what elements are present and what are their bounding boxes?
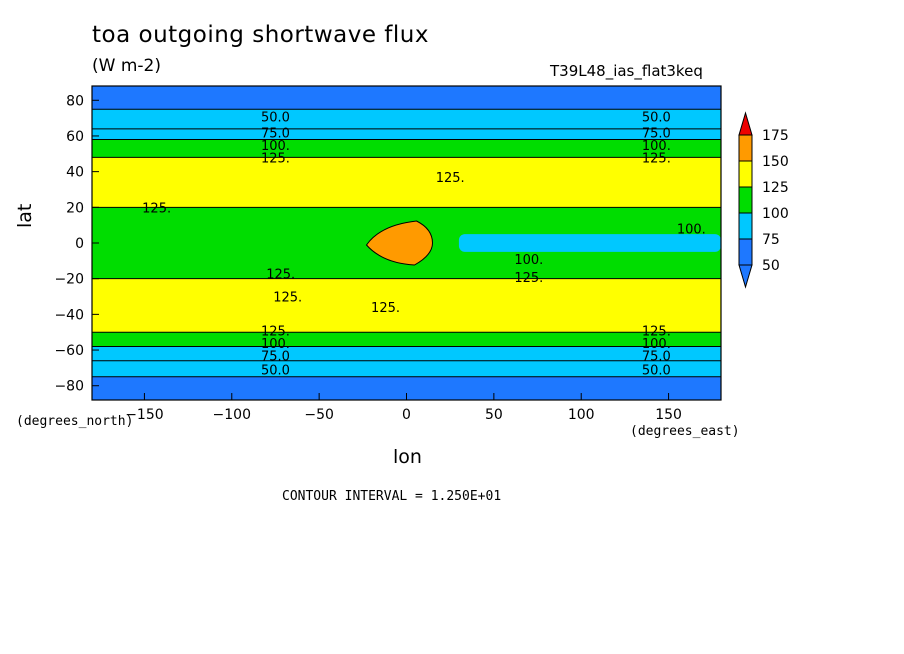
contour-label: 75.0 — [261, 349, 290, 364]
colorbar-segment — [738, 134, 753, 162]
y-tick-label: −40 — [54, 307, 84, 323]
band-8 — [92, 346, 721, 361]
contour-interval: CONTOUR INTERVAL = 1.250E+01 — [282, 489, 502, 504]
x-units-note: (degrees_north) — [16, 414, 134, 429]
colorbar-label: 175 — [762, 128, 789, 144]
contour-label: 100. — [514, 253, 543, 268]
band-0 — [92, 86, 721, 110]
y-tick-label: −80 — [54, 379, 84, 395]
colorbar-label: 150 — [762, 154, 789, 170]
contour-label: 50.0 — [261, 110, 290, 125]
contour-label: 100. — [261, 337, 290, 352]
contour-label: 125. — [142, 201, 171, 216]
colorbar-segment — [738, 238, 753, 266]
y-tick-label: 60 — [66, 129, 84, 145]
band-6 — [92, 278, 721, 333]
contour-label: 125. — [514, 271, 543, 286]
band-3 — [92, 139, 721, 158]
plot-contours — [92, 108, 721, 378]
contour-label: 125. — [642, 324, 671, 339]
x-axis: −150 −100 −50 0 50 100 150 — [125, 393, 682, 423]
x-tick-label: 50 — [485, 407, 503, 423]
band-7 — [92, 332, 721, 347]
contour-label: 125. — [261, 324, 290, 339]
contour-label: 75.0 — [261, 126, 290, 141]
y-axis: 80 60 40 20 0 −20 −40 −60 −80 — [54, 93, 99, 395]
y-tick-label: 20 — [66, 200, 84, 216]
colorbar-top-triangle — [738, 111, 753, 136]
contour-label: 125. — [436, 171, 465, 186]
colorbar-segment — [738, 160, 753, 188]
x-tick-label: −150 — [125, 407, 163, 423]
y-tick-label: 80 — [66, 93, 84, 109]
x-tick-label: −100 — [213, 407, 251, 423]
y-tick-label: −20 — [54, 272, 84, 288]
contour-label: 125. — [261, 151, 290, 166]
y-tick-label: 0 — [75, 236, 84, 252]
colorbar-label: 50 — [762, 258, 780, 274]
chart-title: toa outgoing shortwave flux — [92, 22, 429, 48]
colorbar-label: 100 — [762, 206, 789, 222]
band-1 — [92, 109, 721, 129]
contour-label: 100. — [642, 337, 671, 352]
plot-bands — [92, 86, 721, 400]
contour-labels: 50.075.0100.125.50.075.0100.125.125.125.… — [142, 110, 706, 378]
band-2 — [92, 128, 721, 140]
colorbar-segment — [738, 212, 753, 240]
y-axis-label: lat — [14, 203, 36, 228]
chart-units: (W m-2) — [92, 56, 161, 76]
colorbar-bottom-triangle — [738, 264, 753, 289]
contour-label: 125. — [273, 291, 302, 306]
colorbar-label: 75 — [762, 232, 780, 248]
high-region-1 — [365, 220, 434, 266]
low-region-2 — [458, 234, 721, 252]
y-units-note: (degrees_east) — [630, 424, 740, 439]
band-10 — [92, 376, 721, 400]
band-9 — [92, 360, 721, 377]
contour-label: 100. — [642, 139, 671, 154]
y-tick-label: −60 — [54, 343, 84, 359]
x-axis-label: lon — [393, 446, 422, 468]
contour-label: 125. — [642, 151, 671, 166]
band-4 — [92, 157, 721, 208]
colorbar-label: 125 — [762, 180, 789, 196]
x-tick-label: 100 — [568, 407, 595, 423]
x-tick-label: 150 — [655, 407, 682, 423]
plot-features — [365, 220, 721, 266]
contour-label: 125. — [371, 301, 400, 316]
colorbar: 175 150 125 100 75 50 — [738, 111, 789, 289]
contour-label: 50.0 — [261, 364, 290, 379]
run-id: T39L48_ias_flat3keq — [550, 62, 703, 80]
contour-label: 100. — [677, 223, 706, 238]
x-tick-label: 0 — [402, 407, 411, 423]
contour-label: 50.0 — [642, 364, 671, 379]
y-tick-label: 40 — [66, 165, 84, 181]
contour-label: 75.0 — [642, 349, 671, 364]
colorbar-segment — [738, 186, 753, 214]
x-tick-label: −50 — [304, 407, 334, 423]
contour-label: 50.0 — [642, 110, 671, 125]
contour-label: 125. — [266, 267, 295, 282]
contour-label: 75.0 — [642, 126, 671, 141]
contour-label: 100. — [261, 139, 290, 154]
